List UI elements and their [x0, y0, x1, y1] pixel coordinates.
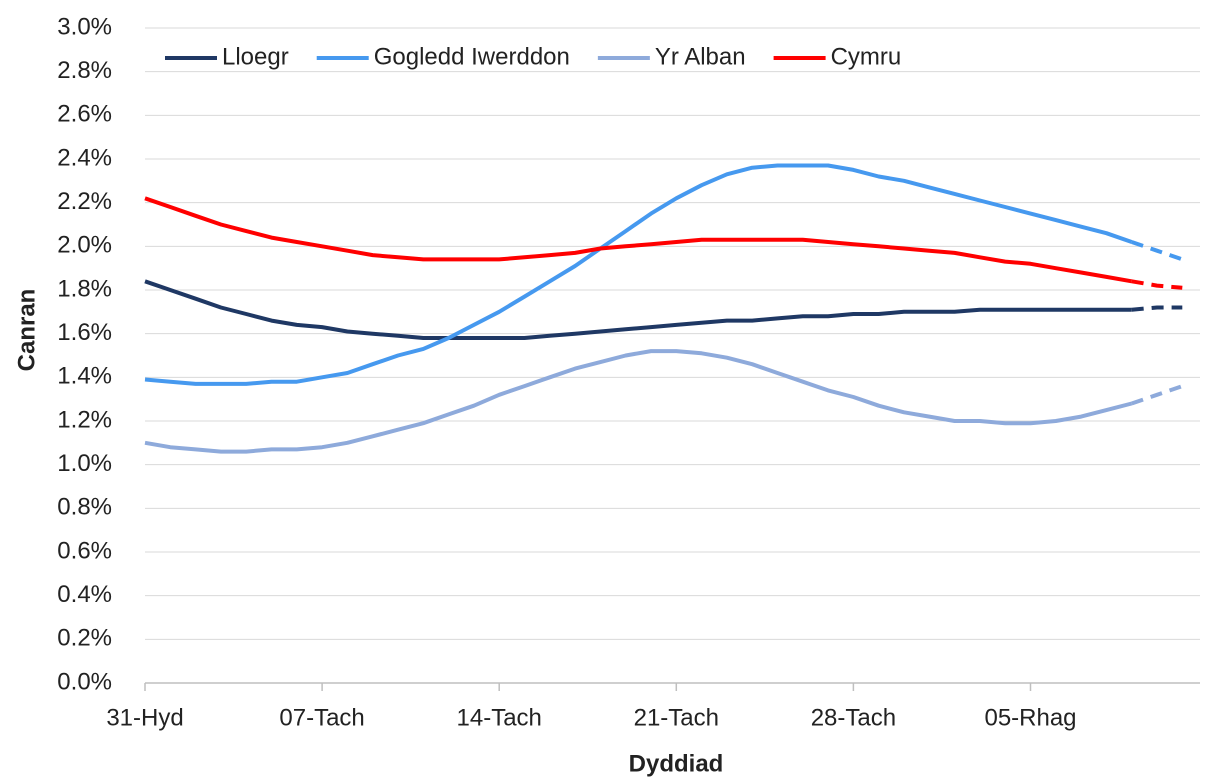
- x-tick-label: 28-Tach: [811, 704, 896, 731]
- legend-label: Lloegr: [222, 43, 289, 70]
- x-tick-label: 14-Tach: [457, 704, 542, 731]
- projected-line: [1131, 279, 1183, 290]
- legend-label: Gogledd Iwerddon: [374, 43, 570, 70]
- legend-label: Cymru: [831, 43, 902, 70]
- y-axis-label: Canran: [13, 289, 40, 372]
- y-tick-label: 0.2%: [57, 625, 112, 652]
- y-tick-label: 2.0%: [57, 232, 112, 259]
- y-tick-label: 2.8%: [57, 57, 112, 84]
- y-tick-label: 2.6%: [57, 101, 112, 128]
- y-tick-label: 1.4%: [57, 363, 112, 390]
- projected-line: [1131, 384, 1183, 406]
- y-tick-label: 1.0%: [57, 450, 112, 477]
- legend-label: Yr Alban: [655, 43, 746, 70]
- y-tick-label: 2.2%: [57, 188, 112, 215]
- projected-line: [1131, 305, 1183, 312]
- series-line: [144, 196, 1133, 284]
- y-tick-label: 2.4%: [57, 144, 112, 171]
- series-line: [144, 163, 1133, 386]
- x-tick-label: 07-Tach: [279, 704, 364, 731]
- x-tick-label: 21-Tach: [634, 704, 719, 731]
- y-tick-label: 1.8%: [57, 275, 112, 302]
- series-line: [144, 279, 1132, 340]
- x-tick-label: 31-Hyd: [106, 704, 183, 731]
- y-tick-label: 0.8%: [57, 494, 112, 521]
- y-tick-label: 1.2%: [57, 406, 112, 433]
- y-tick-label: 0.0%: [57, 668, 112, 695]
- y-tick-label: 1.6%: [57, 319, 112, 346]
- y-tick-label: 0.4%: [57, 581, 112, 608]
- x-axis-label: Dyddiad: [629, 750, 724, 777]
- y-tick-label: 0.6%: [57, 537, 112, 564]
- projected-line: [1131, 240, 1183, 262]
- series-line: [144, 349, 1133, 454]
- y-tick-label: 3.0%: [57, 13, 112, 40]
- x-tick-label: 05-Rhag: [984, 704, 1076, 731]
